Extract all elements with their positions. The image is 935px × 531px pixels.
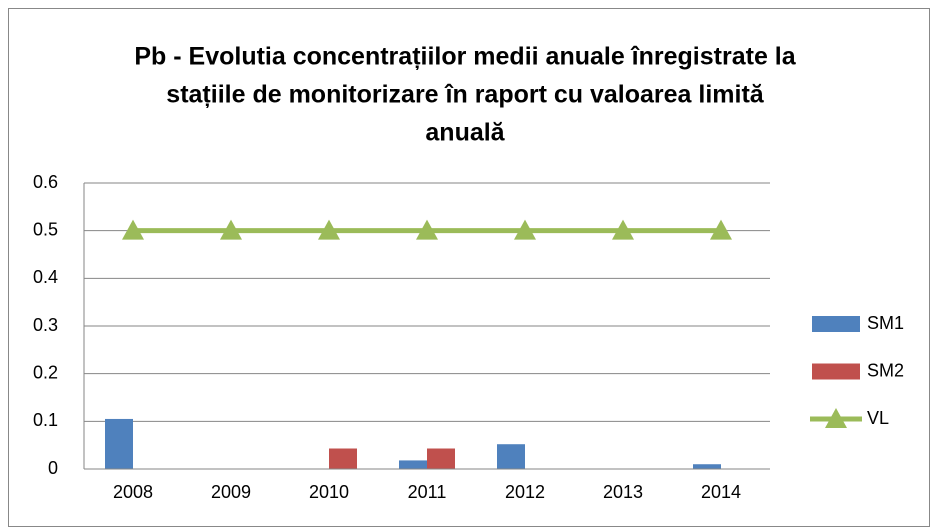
marker <box>514 219 536 240</box>
bar <box>427 448 455 469</box>
x-tick-label: 2009 <box>211 482 251 502</box>
bar <box>329 448 357 469</box>
x-tick-label: 2013 <box>603 482 643 502</box>
x-tick-label: 2012 <box>505 482 545 502</box>
marker <box>710 219 732 240</box>
x-tick-label: 2010 <box>309 482 349 502</box>
legend-label: SM1 <box>867 313 904 333</box>
y-tick-label: 0.2 <box>33 362 58 382</box>
marker <box>220 219 242 240</box>
marker <box>416 219 438 240</box>
y-tick-label: 0 <box>48 458 58 478</box>
marker <box>318 219 340 240</box>
chart-title: stațiile de monitorizare în raport cu va… <box>166 81 764 109</box>
y-tick-label: 0.1 <box>33 410 58 430</box>
bar <box>497 444 525 469</box>
legend-swatch <box>812 316 860 332</box>
chart-title: Pb - Evolutia concentrațiilor medii anua… <box>134 43 796 71</box>
legend-label: VL <box>867 408 889 428</box>
marker <box>612 219 634 240</box>
x-tick-label: 2011 <box>408 482 447 502</box>
bar <box>693 464 721 469</box>
marker <box>122 219 144 240</box>
x-tick-label: 2014 <box>701 482 741 502</box>
y-tick-label: 0.5 <box>33 219 58 239</box>
legend-label: SM2 <box>867 360 904 380</box>
bar <box>399 460 427 469</box>
legend-marker <box>825 408 847 428</box>
legend-swatch <box>812 363 860 380</box>
chart-border <box>8 8 930 527</box>
y-tick-label: 0.3 <box>33 315 58 335</box>
y-tick-label: 0.6 <box>33 172 58 192</box>
chart-title: anuală <box>425 119 505 147</box>
y-tick-label: 0.4 <box>33 267 58 287</box>
bar <box>105 418 133 469</box>
x-tick-label: 2008 <box>113 482 153 502</box>
